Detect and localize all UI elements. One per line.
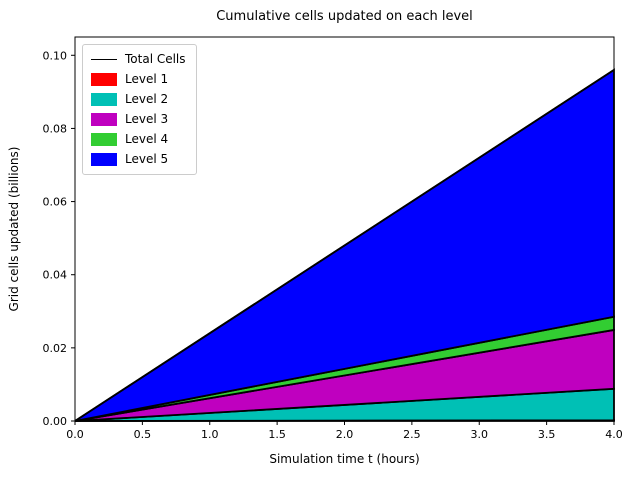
y-tick-label: 0.02: [43, 342, 68, 355]
legend-color-swatch: [91, 133, 117, 146]
x-tick-label: 1.5: [268, 428, 286, 441]
x-tick-label: 2.5: [403, 428, 421, 441]
y-tick-label: 0.06: [43, 196, 68, 209]
y-tick-label: 0.04: [43, 269, 68, 282]
legend-label: Level 4: [125, 132, 169, 146]
legend-item-level-3: Level 3: [91, 112, 186, 127]
y-tick-label: 0.00: [43, 415, 68, 428]
x-tick-label: 2.0: [336, 428, 354, 441]
legend-label: Level 3: [125, 112, 169, 126]
legend-color-swatch: [91, 153, 117, 166]
legend-item-level-4: Level 4: [91, 132, 186, 147]
legend-line-swatch: [91, 59, 117, 60]
legend-item-level-1: Level 1: [91, 72, 186, 87]
x-tick-label: 1.0: [201, 428, 219, 441]
x-tick-label: 0.0: [66, 428, 84, 441]
y-tick-label: 0.08: [43, 122, 68, 135]
chart-title: Cumulative cells updated on each level: [216, 9, 473, 24]
legend-label: Level 5: [125, 152, 169, 166]
legend-label: Level 1: [125, 72, 169, 86]
total-cells-line: [74, 69, 615, 422]
legend-item-level-5: Level 5: [91, 152, 186, 167]
x-tick-label: 3.0: [471, 428, 489, 441]
legend-label: Level 2: [125, 92, 169, 106]
x-tick-label: 4.0: [605, 428, 623, 441]
x-tick-label: 3.5: [538, 428, 556, 441]
legend: Total Cells Level 1 Level 2 Level 3 Level 4 L…: [82, 44, 197, 175]
x-axis-label: Simulation time t (hours): [269, 452, 420, 466]
legend-item-level-2: Level 2: [91, 92, 186, 107]
legend-item-total-cells: Total Cells: [91, 52, 186, 67]
x-tick-label: 0.5: [134, 428, 152, 441]
legend-color-swatch: [91, 73, 117, 86]
legend-label: Total Cells: [125, 52, 186, 66]
legend-color-swatch: [91, 93, 117, 106]
y-tick-label: 0.10: [43, 49, 68, 62]
legend-color-swatch: [91, 113, 117, 126]
